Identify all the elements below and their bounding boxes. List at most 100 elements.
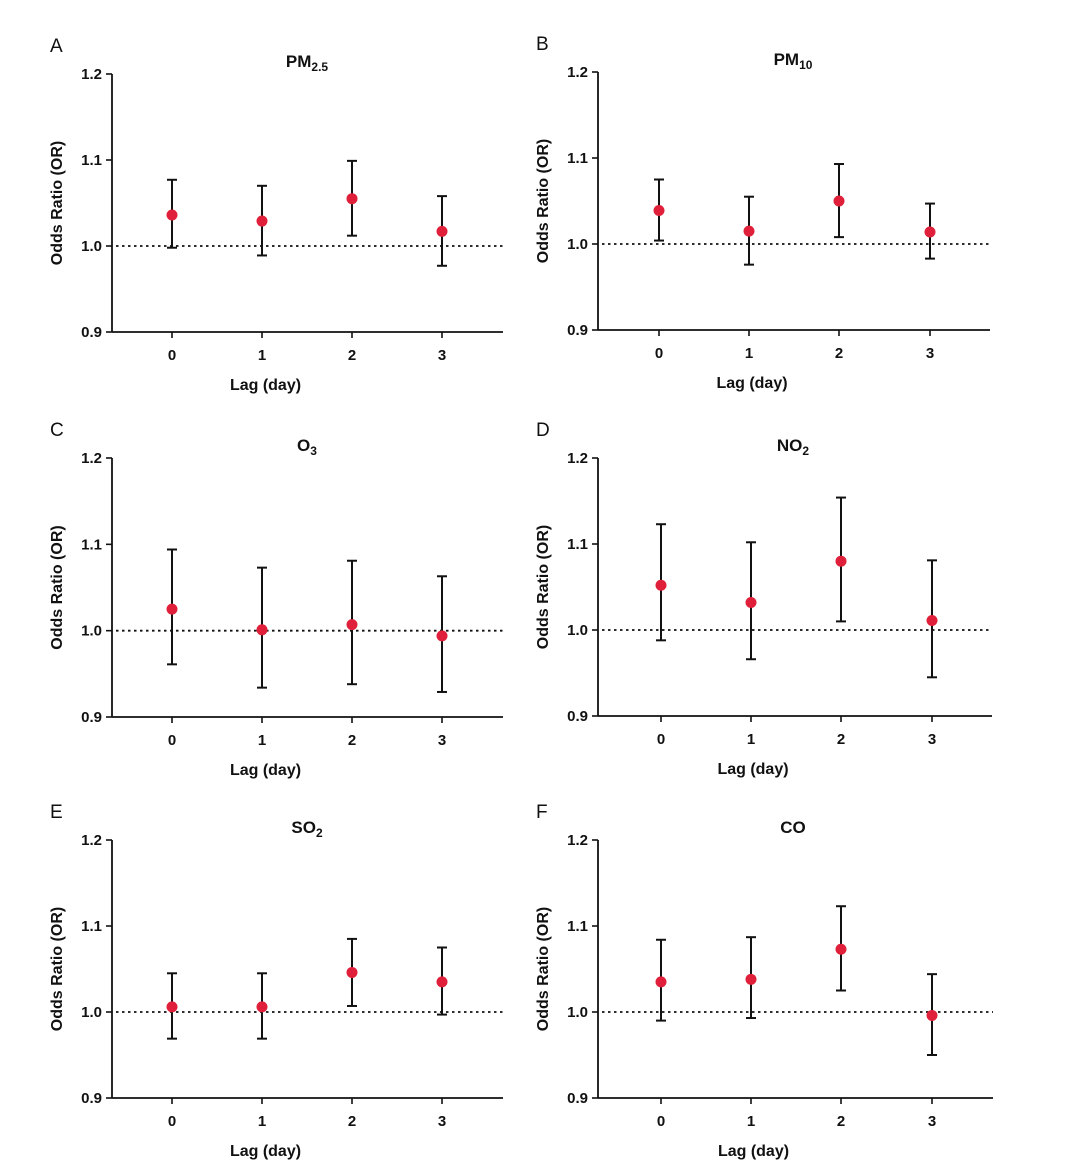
y-axis-label: Odds Ratio (OR)	[535, 907, 552, 1031]
data-point	[743, 225, 755, 237]
panel-a: A PM2.5 0.9 1.0 1.1 1.2 0 1 2 3 Lag (day) Odds Rati…	[49, 36, 503, 394]
y-tick-label: 1.0	[81, 623, 102, 640]
x-tick-label: 3	[928, 731, 936, 748]
x-tick-label: 1	[745, 345, 753, 362]
x-tick-label: 3	[928, 1113, 936, 1130]
x-tick-label: 0	[168, 732, 176, 749]
x-tick-label: 2	[348, 1113, 356, 1130]
data-point	[833, 195, 845, 207]
data-point	[655, 579, 667, 591]
x-axis-label: Lag (day)	[230, 762, 301, 779]
data-point	[256, 1001, 268, 1013]
y-tick-label: 1.1	[567, 150, 588, 167]
x-tick-label: 2	[348, 347, 356, 364]
panel-letter: F	[536, 802, 548, 823]
y-tick-label: 0.9	[81, 324, 102, 341]
x-axis-label: Lag (day)	[718, 1143, 789, 1160]
data-point	[256, 624, 268, 636]
data-point	[436, 225, 448, 237]
x-tick-label: 1	[747, 731, 755, 748]
panel-letter: B	[536, 34, 549, 55]
y-axis-label: Odds Ratio (OR)	[49, 525, 66, 649]
y-tick-label: 1.0	[81, 238, 102, 255]
x-tick-label: 1	[258, 1113, 266, 1130]
chart-title: O3	[297, 436, 317, 458]
data-point	[835, 555, 847, 567]
y-tick-label: 0.9	[567, 1090, 588, 1107]
x-axis-label: Lag (day)	[717, 761, 788, 778]
y-tick-label: 1.1	[81, 918, 102, 935]
x-tick-label: 3	[438, 347, 446, 364]
x-tick-label: 3	[438, 1113, 446, 1130]
y-tick-label: 1.0	[567, 236, 588, 253]
y-tick-label: 0.9	[567, 708, 588, 725]
data-point	[655, 976, 667, 988]
y-tick-label: 0.9	[567, 322, 588, 339]
chart-title: PM2.5	[286, 52, 329, 74]
data-point	[166, 603, 178, 615]
panel-letter: A	[50, 36, 63, 57]
data-point	[926, 1009, 938, 1021]
chart-title-main: PM	[774, 50, 800, 69]
y-axis-label: Odds Ratio (OR)	[535, 525, 552, 649]
x-tick-label: 1	[747, 1113, 755, 1130]
x-tick-label: 0	[657, 1113, 665, 1130]
x-axis-label: Lag (day)	[716, 375, 787, 392]
panel-letter: C	[50, 420, 64, 441]
data-point	[166, 209, 178, 221]
chart-title-subscript: 2.5	[311, 60, 328, 74]
chart-title-subscript: 3	[310, 444, 317, 458]
chart-title: SO2	[291, 818, 323, 840]
chart-title: PM10	[774, 50, 813, 72]
y-tick-label: 1.2	[81, 832, 102, 849]
chart-title-main: O	[297, 436, 310, 455]
y-tick-label: 1.1	[81, 152, 102, 169]
y-tick-label: 1.0	[567, 1004, 588, 1021]
x-tick-label: 1	[258, 732, 266, 749]
data-point	[346, 966, 358, 978]
panel-f: F CO 0.9 1.0 1.1 1.2 0 1 2 3 Lag (day) Odds Ratio (…	[535, 802, 993, 1160]
y-tick-label: 1.2	[81, 66, 102, 83]
x-tick-label: 0	[657, 731, 665, 748]
panel-b: B PM10 0.9 1.0 1.1 1.2 0 1 2 3 Lag (day) Odds Ratio…	[535, 34, 990, 392]
data-point	[346, 193, 358, 205]
y-tick-label: 1.0	[567, 622, 588, 639]
x-tick-label: 3	[926, 345, 934, 362]
x-tick-label: 2	[348, 732, 356, 749]
chart-title: CO	[780, 818, 806, 837]
chart-title-main: CO	[780, 818, 806, 837]
data-point	[653, 204, 665, 216]
y-tick-label: 0.9	[81, 709, 102, 726]
y-tick-label: 1.1	[81, 536, 102, 553]
x-axis-label: Lag (day)	[230, 377, 301, 394]
data-point	[926, 615, 938, 627]
x-tick-label: 0	[168, 1113, 176, 1130]
data-point	[166, 1001, 178, 1013]
x-tick-label: 2	[837, 1113, 845, 1130]
data-point	[745, 973, 757, 985]
y-axis-label: Odds Ratio (OR)	[49, 907, 66, 1031]
x-tick-label: 2	[837, 731, 845, 748]
chart-title-main: PM	[286, 52, 312, 71]
x-tick-label: 3	[438, 732, 446, 749]
x-tick-label: 0	[655, 345, 663, 362]
panel-letter: E	[50, 802, 63, 823]
y-tick-label: 1.2	[567, 450, 588, 467]
data-point	[835, 943, 847, 955]
data-point	[436, 630, 448, 642]
y-axis-label: Odds Ratio (OR)	[49, 141, 66, 265]
y-tick-label: 1.2	[81, 450, 102, 467]
chart-title-subscript: 10	[799, 58, 813, 72]
x-tick-label: 1	[258, 347, 266, 364]
chart-title-subscript: 2	[316, 826, 323, 840]
chart-title-main: SO	[291, 818, 316, 837]
chart-title: NO2	[777, 436, 810, 458]
chart-title-main: NO	[777, 436, 803, 455]
y-tick-label: 1.2	[567, 64, 588, 81]
chart-title-subscript: 2	[802, 444, 809, 458]
data-point	[256, 215, 268, 227]
